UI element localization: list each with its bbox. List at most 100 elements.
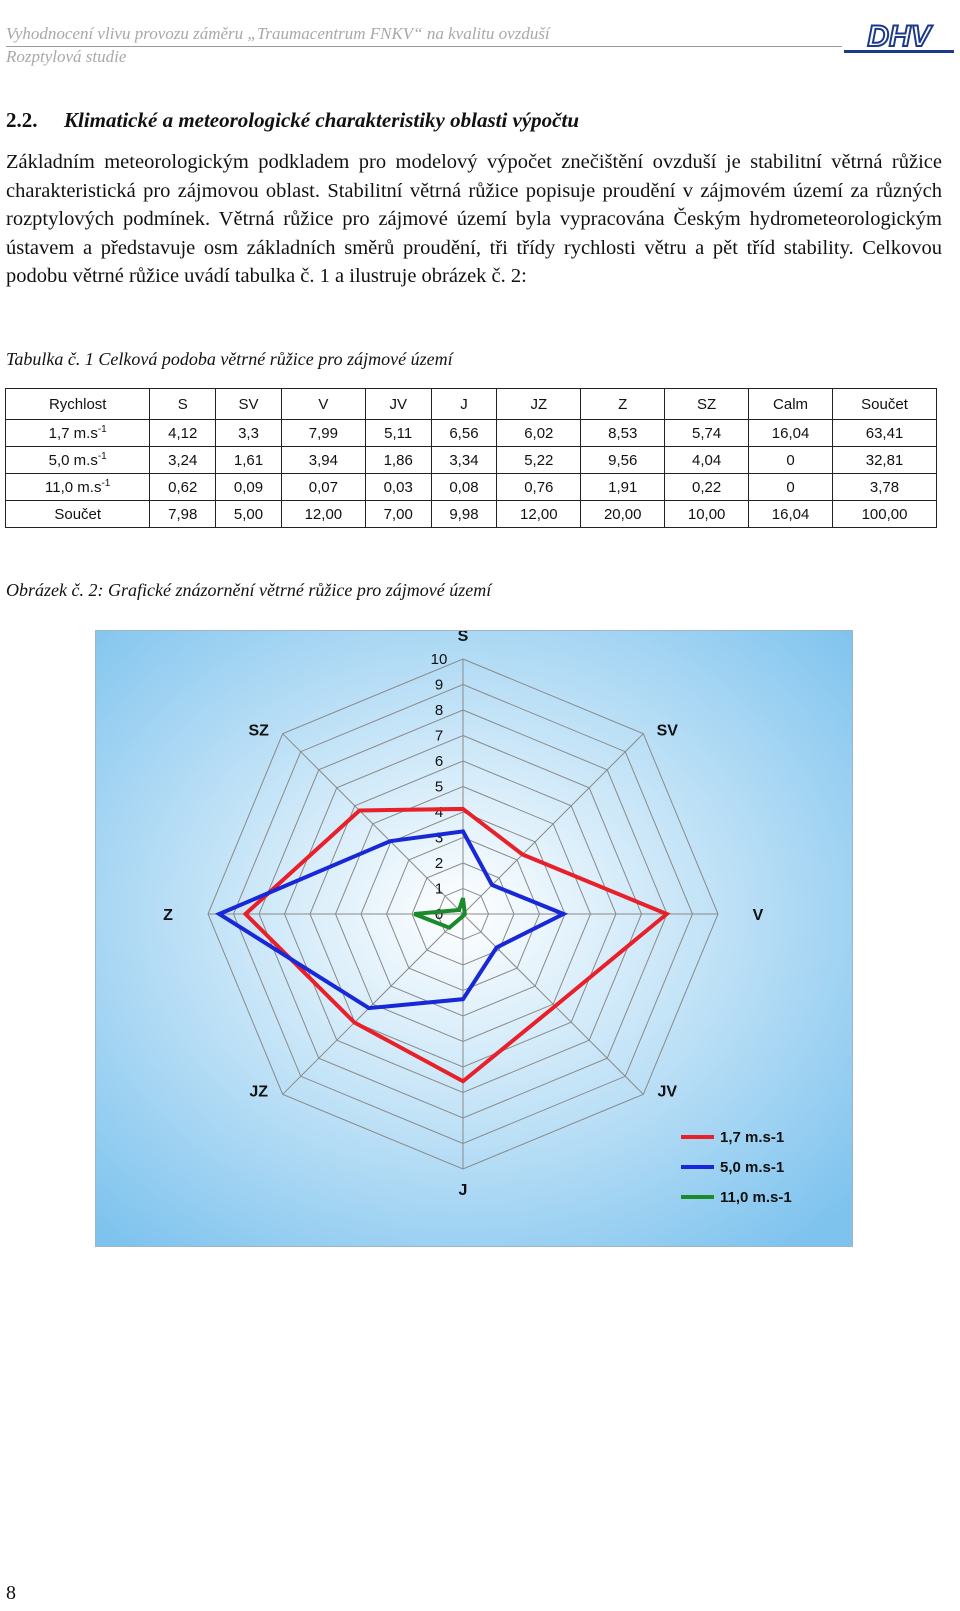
table-cell: 0,62 (149, 473, 217, 501)
table-cell: 5,00 (215, 500, 282, 528)
table-cell: 100,00 (832, 500, 937, 528)
legend-label: 11,0 m.s-1 (720, 1189, 792, 1206)
table-cell: 5,74 (664, 419, 750, 447)
table-cell: 9,98 (430, 500, 498, 528)
table-cell: 0 (748, 473, 834, 501)
table-cell: 12,00 (496, 500, 582, 528)
legend-label: 5,0 m.s-1 (720, 1159, 784, 1176)
wind-rose-table: Rychlost S SV V JV J JZ Z SZ Calm Součet 1,7 m.s-1… (4, 388, 937, 528)
table-header-cell: JZ (496, 388, 582, 420)
table-cell: 8,53 (580, 419, 666, 447)
grid-spoke (462, 913, 644, 1095)
grid-spoke (282, 733, 464, 915)
table-cell: 0,09 (215, 473, 282, 501)
table-header-cell: Calm (748, 388, 834, 420)
figure-caption: Obrázek č. 2: Grafické znázornění větrné… (6, 580, 492, 600)
table-header-cell: SZ (664, 388, 750, 420)
table-row: 11,0 m.s-1 0,62 0,09 0,07 0,03 0,08 0,76 1,91 0,… (4, 473, 937, 501)
table-header-cell: J (430, 388, 498, 420)
table-cell: 6,56 (430, 419, 498, 447)
section-heading: 2.2. Klimatické a meteorologické charakte… (6, 108, 579, 133)
category-label: S (458, 631, 469, 645)
series-line (214, 829, 569, 1011)
table-cell: 4,12 (149, 419, 217, 447)
table-cell: 16,04 (748, 419, 834, 447)
table-cell: 7,99 (280, 419, 366, 447)
category-label: JZ (249, 1083, 268, 1100)
category-label: JV (658, 1083, 678, 1100)
category-label: SV (657, 723, 679, 740)
category-label: Z (163, 907, 173, 924)
table-cell: 7,00 (364, 500, 432, 528)
row-label: Součet (4, 500, 151, 528)
table-cell: 20,00 (580, 500, 666, 528)
table-cell: 3,24 (149, 446, 217, 474)
table-header-cell: Rychlost (4, 388, 151, 420)
tick-label: 2 (435, 855, 443, 872)
dhv-logo: DHV (844, 20, 954, 54)
grid-spoke (282, 913, 464, 1095)
series-line (413, 897, 467, 931)
row-label: 11,0 m.s-1 (4, 473, 151, 501)
legend-label: 1,7 m.s-1 (720, 1129, 784, 1146)
tick-label: 0 (435, 906, 443, 923)
body-paragraph: Základním meteorologickým podkladem pro … (6, 151, 942, 287)
chart-background (96, 631, 852, 1246)
table-cell: 9,56 (580, 446, 666, 474)
tick-label: 1 (435, 881, 443, 898)
table-header-cell: Součet (832, 388, 937, 420)
tick-label: 4 (435, 804, 443, 821)
page-number: 8 (6, 1582, 16, 1604)
tick-label: 10 (431, 651, 448, 668)
table-cell: 3,34 (430, 446, 498, 474)
table-cell: 3,78 (832, 473, 937, 501)
table-cell: 5,22 (496, 446, 582, 474)
table-cell: 63,41 (832, 419, 937, 447)
table-header-cell: S (149, 388, 217, 420)
wind-rose-chart: 0 1 2 3 4 5 6 7 8 9 10 S SV V JV J JZ Z SZ 1,7 m.s-1 5,0 m.s… (95, 630, 853, 1247)
table-cell: 16,04 (748, 500, 834, 528)
table-cell: 0 (748, 446, 834, 474)
table-cell: 4,04 (664, 446, 750, 474)
table-caption: Tabulka č. 1 Celková podoba větrné růžic… (6, 349, 453, 369)
tick-label: 3 (435, 830, 443, 847)
tick-label: 7 (435, 728, 443, 745)
table-cell: 5,11 (364, 419, 432, 447)
table-cell: 12,00 (280, 500, 366, 528)
header-title: Vyhodnocení vlivu provozu záměru „Trauma… (6, 24, 550, 43)
header-divider (6, 46, 842, 47)
table-cell: 3,94 (280, 446, 366, 474)
table-cell: 0,22 (664, 473, 750, 501)
category-label: SZ (248, 723, 269, 740)
section-number: 2.2. (6, 108, 38, 132)
series-line (242, 806, 671, 1084)
table-cell: 6,02 (496, 419, 582, 447)
table-header-cell: V (280, 388, 366, 420)
table-row: 5,0 m.s-1 3,24 1,61 3,94 1,86 3,34 5,22 9,56 4,0… (4, 446, 937, 474)
table-cell: 7,98 (149, 500, 217, 528)
header-subtitle: Rozptylová studie (6, 47, 127, 66)
table-header-row: Rychlost S SV V JV J JZ Z SZ Calm Součet (4, 388, 937, 420)
tick-label: 5 (435, 779, 443, 796)
table-row: 1,7 m.s-1 4,12 3,3 7,99 5,11 6,56 6,02 8,53 5,74… (4, 419, 937, 447)
table-cell: 0,03 (364, 473, 432, 501)
table-cell: 1,91 (580, 473, 666, 501)
table-cell: 10,00 (664, 500, 750, 528)
row-label: 5,0 m.s-1 (4, 446, 151, 474)
table-header-cell: SV (215, 388, 282, 420)
tick-label: 9 (435, 677, 443, 694)
table-cell: 1,61 (215, 446, 282, 474)
table-cell: 0,07 (280, 473, 366, 501)
page-header: Vyhodnocení vlivu provozu záměru „Trauma… (6, 20, 954, 76)
row-label: 1,7 m.s-1 (4, 419, 151, 447)
section-title: Klimatické a meteorologické charakterist… (64, 108, 580, 132)
table-row: Součet 7,98 5,00 12,00 7,00 9,98 12,00 20,00 10,… (4, 500, 937, 528)
table-cell: 32,81 (832, 446, 937, 474)
table-cell: 0,76 (496, 473, 582, 501)
category-label: J (459, 1182, 468, 1199)
category-label: V (753, 907, 764, 924)
logo-text: DHV (867, 20, 933, 53)
table-header-cell: Z (580, 388, 666, 420)
table-cell: 1,86 (364, 446, 432, 474)
wind-rose-svg: 0 1 2 3 4 5 6 7 8 9 10 S SV V JV J JZ Z SZ 1,7 m.s-1 5,0 m.s… (96, 631, 852, 1246)
